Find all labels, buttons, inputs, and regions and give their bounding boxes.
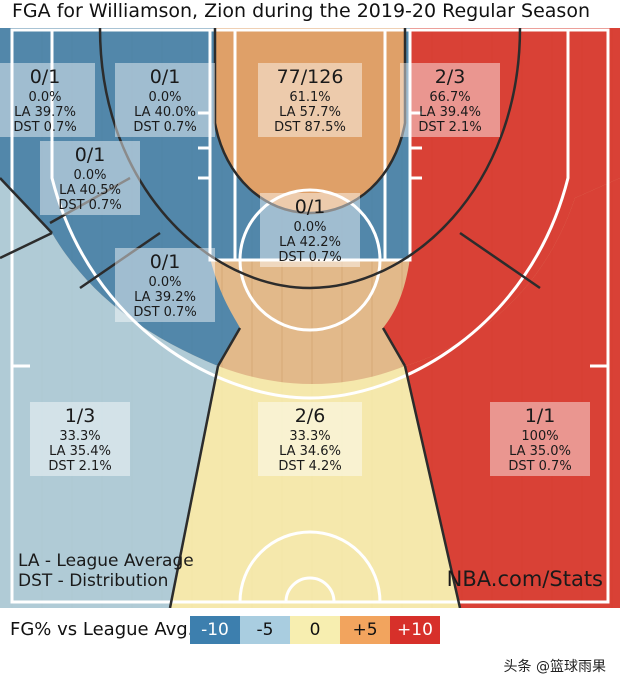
zone-fg: 1/1	[525, 405, 556, 427]
zone-pct: 33.3%	[289, 429, 330, 444]
zone-label-restricted-area: 77/126 61.1%LA 57.7%DST 87.5%	[258, 63, 362, 137]
three-point-line	[50, 30, 570, 400]
zone-distribution: DST 0.7%	[13, 120, 76, 135]
zone-league-avg: LA 39.4%	[419, 105, 481, 120]
zone-pct: 33.3%	[59, 429, 100, 444]
zone-label-box	[115, 248, 215, 322]
zone-league-avg: LA 35.0%	[509, 444, 571, 459]
zone-league-avg: LA 40.5%	[59, 183, 121, 198]
zone-label-above-break-3-left: 0/1 0.0%LA 40.0%DST 0.7%	[115, 63, 215, 137]
zone-mid-right	[383, 28, 620, 366]
court-svg: 0/10.0%LA 39.7%DST 0.7%0/10.0%LA 40.0%DS…	[0, 28, 620, 608]
zone-distribution: DST 0.7%	[278, 250, 341, 265]
zone-league-avg: LA 39.2%	[134, 290, 196, 305]
zone-label-paint-non-ra: 0/1 0.0%LA 42.2%DST 0.7%	[260, 193, 360, 267]
zone-pct: 0.0%	[28, 90, 61, 105]
zone-fg: 0/1	[150, 251, 181, 273]
zone-distribution: DST 0.7%	[133, 120, 196, 135]
zone-label-box	[115, 63, 215, 137]
zone-label-box	[400, 63, 500, 137]
zone-league-avg: LA 35.4%	[49, 444, 111, 459]
center-circle-inner-arc	[284, 576, 336, 603]
zone-labels: 0/10.0%LA 39.7%DST 0.7%0/10.0%LA 40.0%DS…	[0, 63, 590, 476]
legend-item-label: 0	[309, 620, 321, 640]
zone-three-top-key	[170, 366, 460, 608]
zone-label-above-break-3-left-corner-side: 0/1 0.0%LA 39.7%DST 0.7%	[0, 63, 95, 137]
zone-league-avg: LA 34.6%	[279, 444, 341, 459]
zone-distribution: DST 2.1%	[48, 459, 111, 474]
legend-item-minus10: -10	[190, 616, 240, 644]
zone-fg: 0/1	[75, 144, 106, 166]
zone-distribution: DST 2.1%	[418, 120, 481, 135]
zone-three-left-wing	[0, 178, 218, 608]
zone-distribution: DST 4.2%	[278, 459, 341, 474]
note-distribution: DST - Distribution	[18, 571, 168, 591]
zone-label-box	[490, 402, 590, 476]
zone-fg: 0/1	[30, 66, 61, 88]
legend-item-plus10: +10	[390, 616, 440, 644]
zone-league-avg: LA 40.0%	[134, 105, 196, 120]
zone-pct: 0.0%	[293, 220, 326, 235]
zone-league-avg: LA 39.7%	[14, 105, 76, 120]
zone-fg: 0/1	[295, 196, 326, 218]
zone-label-three-left-wing: 1/3 33.3%LA 35.4%DST 2.1%	[30, 402, 130, 476]
zone-pct: 61.1%	[289, 90, 330, 105]
legend: FG% vs League Avg. -10 -5 0 +5 +10	[10, 616, 450, 646]
court-lines	[10, 28, 610, 604]
zone-fg: 2/6	[295, 405, 326, 427]
legend-item-label: -5	[256, 620, 274, 640]
zone-label-three-top-key: 2/6 33.3%LA 34.6%DST 4.2%	[258, 402, 362, 476]
zone-pct: 0.0%	[148, 90, 181, 105]
zone-label-box	[258, 63, 362, 137]
zone-label-mid-range-left-baseline: 0/1 0.0%LA 40.5%DST 0.7%	[40, 141, 140, 215]
zone-pct: 66.7%	[429, 90, 470, 105]
legend-item-label: -10	[201, 620, 229, 640]
zone-label-box	[258, 402, 362, 476]
zone-three-right-wing	[405, 178, 620, 608]
zone-pct: 100%	[521, 429, 558, 444]
zone-label-box	[30, 402, 130, 476]
source-label: NBA.com/Stats	[447, 567, 603, 591]
legend-title: FG% vs League Avg.	[10, 619, 194, 640]
zone-label-mid-range-right-baseline: 2/3 66.7%LA 39.4%DST 2.1%	[400, 63, 500, 137]
zone-distribution: DST 0.7%	[133, 305, 196, 320]
legend-item-label: +10	[397, 620, 433, 640]
legend-item-plus5: +5	[340, 616, 390, 644]
zone-league-avg: LA 42.2%	[279, 235, 341, 250]
legend-item-label: +5	[352, 620, 378, 640]
zone-label-box	[0, 63, 95, 137]
zone-mid-left	[0, 28, 240, 366]
zone-fg: 1/3	[65, 405, 96, 427]
watermark: 头条 @篮球雨果	[503, 659, 606, 675]
free-throw-circle	[238, 188, 382, 332]
note-league-average: LA - League Average	[18, 551, 194, 571]
lane-inner	[233, 28, 387, 262]
shot-chart: 0/1 0.0% LA 39.7% DST 0.7% 0/1 0.0% LA 40.0% DS…	[0, 28, 620, 608]
zone-label-box	[40, 141, 140, 215]
center-circle-arc	[238, 530, 382, 603]
legend-item-zero: 0	[290, 616, 340, 644]
legend-item-minus5: -5	[240, 616, 290, 644]
zone-label-three-right-wing: 1/1 100%LA 35.0%DST 0.7%	[490, 402, 590, 476]
zone-league-avg: LA 57.7%	[279, 105, 341, 120]
zone-fg: 77/126	[277, 66, 344, 88]
zone-pct: 0.0%	[148, 275, 181, 290]
zone-distribution: DST 87.5%	[274, 120, 346, 135]
zone-fg: 2/3	[435, 66, 466, 88]
zone-dividers	[0, 28, 541, 608]
chart-title: FGA for Williamson, Zion during the 2019…	[12, 0, 590, 22]
zone-pct: 0.0%	[73, 168, 106, 183]
zone-distribution: DST 0.7%	[508, 459, 571, 474]
zone-distribution: DST 0.7%	[58, 198, 121, 213]
zone-label-box	[260, 193, 360, 267]
zone-restricted-area	[215, 28, 405, 213]
zone-label-mid-range-left-wing: 0/1 0.0%LA 39.2%DST 0.7%	[115, 248, 215, 322]
zone-fg: 0/1	[150, 66, 181, 88]
